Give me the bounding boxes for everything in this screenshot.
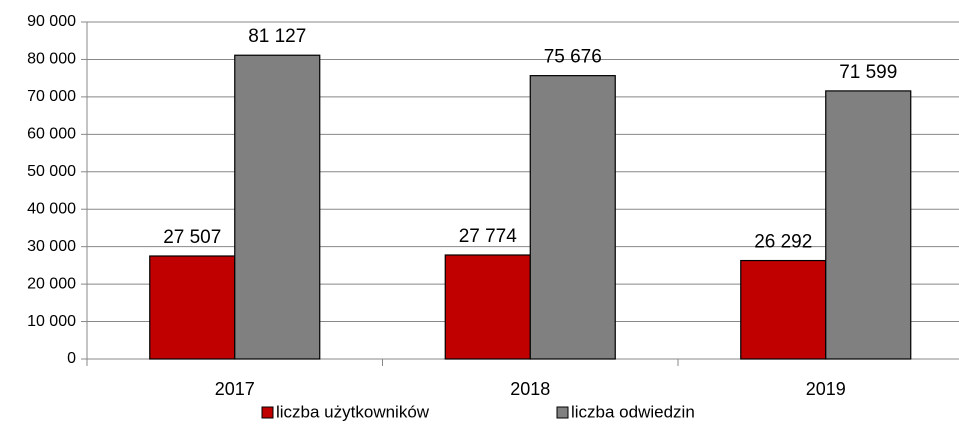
y-tick-label: 40 000 [27, 200, 76, 217]
y-tick-label: 20 000 [27, 275, 76, 292]
x-tick-label: 2018 [510, 379, 550, 399]
bar [740, 259, 827, 360]
y-tick-label: 30 000 [27, 238, 76, 255]
bar [529, 75, 616, 360]
bar [149, 255, 236, 360]
x-tick-label: 2019 [806, 379, 846, 399]
y-tick-label: 50 000 [27, 163, 76, 180]
value-label: 27 774 [459, 226, 518, 247]
value-label: 27 507 [163, 227, 221, 248]
legend-swatch [556, 406, 569, 419]
value-label: 81 127 [248, 26, 306, 47]
legend-label: liczba odwiedzin [571, 402, 695, 421]
y-tick-label: 80 000 [27, 51, 76, 68]
legend-swatch [261, 406, 274, 419]
y-tick-label: 0 [67, 350, 76, 367]
x-tick-label: 2017 [215, 379, 255, 399]
value-label: 75 676 [544, 47, 602, 68]
value-label: 26 292 [754, 232, 812, 253]
bar [444, 254, 531, 360]
bar [234, 54, 321, 360]
y-tick-label: 60 000 [27, 126, 76, 143]
y-tick-label: 70 000 [27, 88, 76, 105]
y-tick-label: 10 000 [27, 313, 76, 330]
legend-label: liczba użytkowników [276, 402, 430, 421]
y-tick-label: 90 000 [27, 13, 76, 30]
bar [825, 90, 912, 360]
value-label: 71 599 [839, 62, 897, 83]
